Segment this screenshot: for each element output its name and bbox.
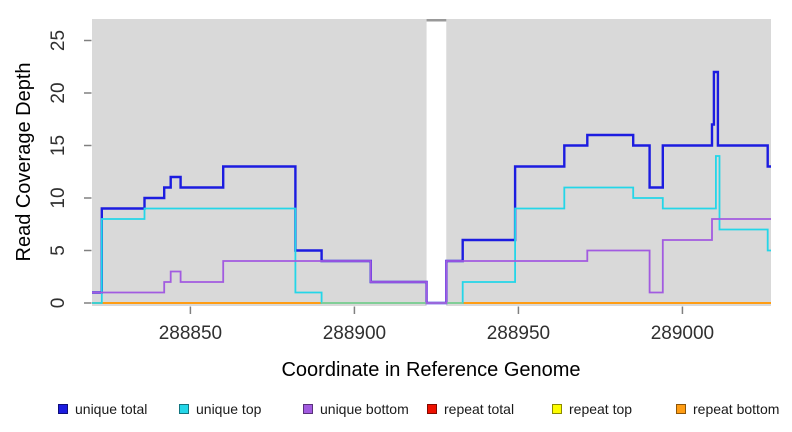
y-tick-label: 20 (48, 82, 69, 103)
legend-swatch-repeat-total (427, 404, 437, 414)
gap-band (426, 21, 447, 306)
series-line-unique-top (92, 155, 771, 304)
x-tick-label: 288950 (487, 323, 550, 344)
legend-label-repeat-bottom: repeat bottom (693, 401, 780, 417)
legend-label-repeat-total: repeat total (444, 401, 515, 417)
legend-swatch-unique-bottom (303, 404, 313, 414)
x-tick-label: 288900 (323, 323, 386, 344)
gap-band-cap (426, 19, 447, 22)
legend-swatch-unique-top (179, 404, 189, 414)
legend-swatch-repeat-bottom (676, 404, 686, 414)
legend-swatch-unique-total (58, 404, 68, 414)
y-tick-label: 25 (48, 30, 69, 51)
x-axis-label: Coordinate in Reference Genome (281, 359, 580, 381)
y-tick-label: 15 (48, 135, 69, 156)
y-tick-label: 0 (48, 298, 69, 309)
legend-label-unique-bottom: unique bottom (320, 401, 409, 417)
legend-label-unique-total: unique total (75, 401, 148, 417)
y-tick-label: 10 (48, 187, 69, 208)
x-tick-label: 289000 (651, 323, 714, 344)
series-line-unique-bottom (92, 218, 771, 304)
y-tick-label: 5 (48, 245, 69, 256)
legend-label-repeat-top: repeat top (569, 401, 633, 417)
y-axis-label: Read Coverage Depth (13, 62, 35, 261)
legend-swatch-repeat-top (552, 404, 562, 414)
legend-label-unique-top: unique top (196, 401, 262, 417)
x-tick-label: 288850 (159, 323, 222, 344)
